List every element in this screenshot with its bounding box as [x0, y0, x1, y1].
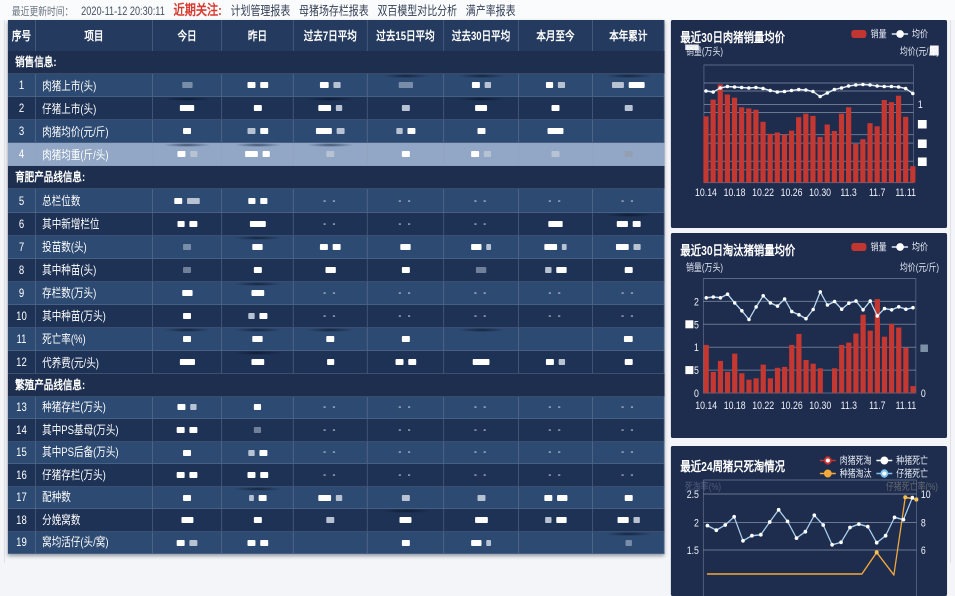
svg-text:种猪淘汰: 种猪淘汰 [840, 467, 872, 479]
svg-text:8: 8 [921, 518, 926, 530]
svg-text:11.11: 11.11 [895, 187, 916, 199]
svg-text:最近30日淘汰猪销量均价: 最近30日淘汰猪销量均价 [680, 243, 795, 258]
svg-text:2.5: 2.5 [687, 489, 700, 501]
svg-text:10.14: 10.14 [695, 400, 717, 412]
svg-text:1: 1 [694, 342, 699, 354]
svg-text:销量: 销量 [871, 28, 887, 40]
svg-text:5: 5 [694, 319, 699, 331]
svg-text:6: 6 [921, 545, 926, 557]
svg-text:均价(元/斤): 均价(元/斤) [900, 45, 939, 57]
svg-text:种猪死亡: 种猪死亡 [896, 454, 928, 466]
svg-text:最近30日肉猪销量均价: 最近30日肉猪销量均价 [680, 30, 785, 45]
svg-text:5: 5 [694, 365, 699, 377]
svg-text:10: 10 [921, 489, 931, 501]
svg-text:均价: 均价 [912, 241, 928, 253]
svg-text:均价(元/斤): 均价(元/斤) [900, 261, 939, 273]
svg-text:1: 1 [918, 99, 923, 111]
svg-text:2: 2 [694, 518, 699, 530]
svg-text:10.18: 10.18 [724, 400, 746, 412]
svg-text:10.30: 10.30 [809, 187, 831, 199]
svg-text:最近24周猪只死淘情况: 最近24周猪只死淘情况 [680, 459, 785, 474]
svg-text:10.22: 10.22 [752, 187, 774, 199]
svg-text:11.3: 11.3 [840, 187, 857, 199]
svg-text:0: 0 [921, 388, 926, 400]
svg-text:销量: 销量 [871, 241, 887, 253]
svg-text:销量(万头): 销量(万头) [686, 261, 723, 273]
svg-text:肉猪死淘: 肉猪死淘 [840, 454, 872, 466]
svg-text:10.18: 10.18 [724, 187, 746, 199]
svg-text:10.26: 10.26 [781, 400, 803, 412]
svg-text:1.5: 1.5 [687, 545, 700, 557]
svg-text:10.14: 10.14 [695, 187, 717, 199]
svg-text:11.11: 11.11 [896, 400, 917, 412]
svg-text:仔猪死亡: 仔猪死亡 [896, 467, 928, 479]
svg-text:0: 0 [694, 388, 699, 400]
svg-text:仔猪死亡率(%): 仔猪死亡率(%) [886, 480, 938, 492]
svg-text:均价: 均价 [912, 28, 928, 40]
svg-text:2: 2 [694, 297, 699, 309]
svg-text:10.22: 10.22 [752, 400, 774, 412]
svg-text:11.7: 11.7 [869, 400, 886, 412]
svg-text:11.7: 11.7 [869, 187, 886, 199]
svg-text:10.30: 10.30 [809, 400, 831, 412]
svg-text:11.3: 11.3 [841, 400, 858, 412]
svg-text:10.26: 10.26 [781, 187, 803, 199]
